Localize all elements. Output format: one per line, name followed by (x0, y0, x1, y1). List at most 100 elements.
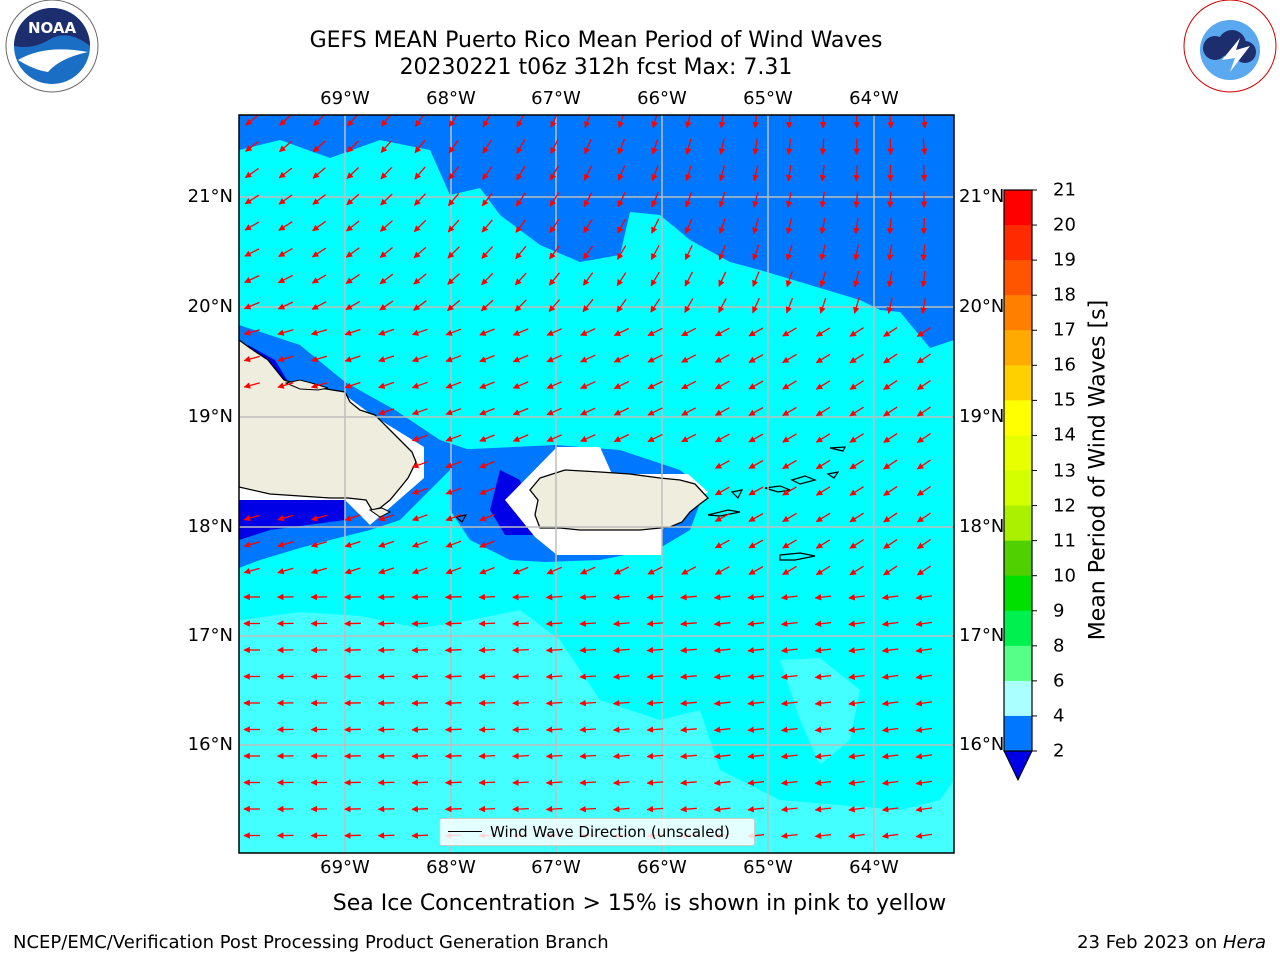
wind-wave-arrow (612, 620, 630, 627)
wind-wave-arrow (713, 673, 731, 680)
wind-wave-arrow (444, 646, 462, 654)
wind-wave-arrow (512, 620, 529, 627)
wind-wave-arrow (514, 272, 527, 286)
wind-wave-arrow (612, 805, 630, 813)
wind-wave-arrow (378, 328, 395, 336)
wind-wave-arrow (411, 805, 429, 813)
colorbar-tick-label: 15 (1053, 389, 1076, 411)
wind-wave-arrow (681, 433, 697, 443)
wind-wave-arrow (849, 539, 864, 549)
wind-wave-arrow (413, 219, 427, 233)
wind-wave-arrow (853, 271, 860, 288)
wind-wave-arrow (411, 434, 428, 442)
wind-wave-arrow (718, 165, 726, 182)
map-frame (238, 114, 955, 854)
wind-wave-arrow (445, 514, 462, 522)
wind-wave-arrow (814, 753, 832, 760)
wind-wave-arrow (378, 567, 395, 575)
wind-wave-arrow (921, 115, 928, 129)
wind-wave-arrow (411, 699, 429, 707)
wind-wave-arrow (580, 566, 596, 575)
wind-wave-arrow (713, 593, 731, 601)
wind-wave-arrow (786, 115, 793, 129)
wind-wave-arrow (883, 380, 898, 390)
wind-wave-arrow (312, 220, 327, 232)
wind-wave-arrow (512, 805, 529, 813)
wind-wave-arrow (444, 620, 462, 627)
wind-wave-arrow (414, 166, 426, 180)
wind-wave-arrow (312, 194, 326, 205)
wind-wave-arrow (548, 272, 561, 286)
wind-wave-arrow (714, 327, 730, 337)
wind-wave-arrow (881, 806, 899, 813)
wind-wave-arrow (583, 192, 593, 208)
wind-wave-arrow (920, 297, 927, 315)
wind-wave-arrow (378, 355, 395, 363)
wind-wave-arrow (782, 459, 797, 470)
wind-wave-arrow (915, 806, 932, 813)
wind-wave-arrow (681, 407, 697, 416)
wind-wave-arrow (413, 273, 427, 285)
wind-wave-arrow (345, 274, 360, 284)
colorbar-tick-label: 4 (1053, 705, 1065, 727)
wind-wave-arrow (479, 354, 495, 363)
wind-wave-arrow (881, 594, 899, 601)
wind-wave-arrow (819, 271, 827, 288)
wind-wave-arrow (718, 115, 726, 129)
wind-wave-arrow (748, 354, 764, 363)
lon-tick-bottom-64w: 64°W (849, 857, 899, 878)
wind-wave-arrow (549, 192, 560, 207)
wind-wave-arrow (815, 406, 831, 417)
wind-wave-arrow (681, 327, 697, 337)
wind-wave-arrow (478, 673, 496, 680)
wind-wave-arrow (546, 434, 562, 442)
wind-wave-arrow (546, 407, 562, 416)
wind-wave-arrow (580, 381, 596, 389)
wind-wave-arrow (512, 328, 529, 336)
wind-wave-arrow (545, 752, 563, 760)
wind-wave-arrow (277, 355, 294, 363)
wind-wave-arrow (481, 272, 494, 286)
wind-wave-arrow (886, 244, 894, 262)
sea-ice-note: Sea Ice Concentration > 15% is shown in … (332, 891, 947, 916)
wind-wave-arrow (580, 328, 596, 336)
wind-wave-arrow (747, 593, 765, 601)
virgin-islands-3 (826, 471, 840, 479)
wind-wave-arrow (748, 433, 764, 443)
colorbar-tick-label: 6 (1053, 670, 1065, 692)
wind-wave-arrow (445, 461, 462, 469)
wind-wave-arrow (785, 191, 793, 208)
wind-wave-arrow (681, 566, 697, 575)
wind-wave-arrow (580, 407, 596, 416)
wind-wave-arrow (617, 165, 626, 181)
lat-tick-left-19n: 19°N (187, 406, 233, 427)
wind-wave-arrow (482, 166, 493, 181)
wind-wave-arrow (680, 646, 697, 654)
wind-wave-arrow (444, 593, 462, 601)
wind-wave-arrow (881, 832, 899, 839)
wind-wave-arrow (650, 298, 661, 313)
wind-wave-arrow (545, 673, 563, 680)
wind-wave-arrow (684, 271, 694, 287)
wind-wave-arrow (916, 565, 931, 576)
graticule (239, 115, 954, 853)
wind-wave-arrow (345, 220, 360, 232)
wind-wave-arrow (786, 138, 793, 156)
wind-wave-arrow (411, 355, 428, 363)
wind-wave-arrow (549, 245, 560, 260)
wind-wave-arrow (747, 673, 765, 680)
wind-wave-arrow (512, 646, 529, 654)
wind-wave-arrow (680, 752, 697, 760)
wind-wave-arrow (815, 565, 831, 576)
wind-wave-arrow (647, 407, 663, 416)
wind-wave-arrow (915, 594, 932, 601)
wind-wave-arrow (848, 620, 865, 627)
chart-subtitle-forecast: 20230221 t06z 312h fcst Max: 7.31 (399, 55, 793, 80)
wind-wave-arrow (478, 805, 496, 813)
wind-wave-arrow (243, 382, 260, 389)
wind-wave-arrow (680, 805, 697, 813)
wind-wave-arrow (646, 752, 664, 760)
wind-wave-arrow (848, 594, 865, 601)
wind-wave-arrow (515, 192, 526, 207)
wind-wave-arrow (616, 245, 627, 260)
